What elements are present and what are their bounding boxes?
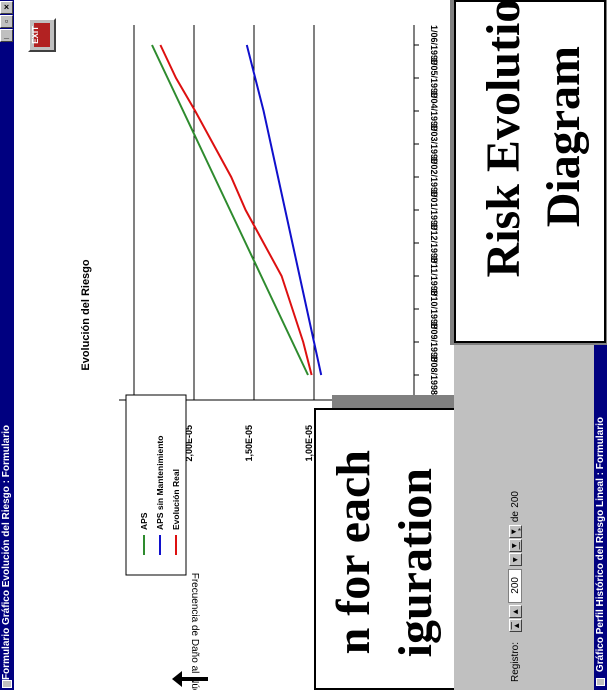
x-tick-label: 1/04/1999 [429,91,439,131]
x-tick-label: 1/10/1998 [429,289,439,329]
callout2-line-2: iguration [389,468,442,658]
record-current: 200 [510,577,521,594]
window-title: Formulario Gráfico Evolución del Riesgo … [1,424,12,680]
exit-button[interactable]: EXIT [28,18,56,52]
x-tick-label: 1/08/1998 [429,355,439,395]
x-tick-label: 1/11/1998 [429,256,439,296]
next-record-button[interactable]: ► [509,553,522,566]
y-axis-label: Frecuencia de Daño al Núcleo [189,573,200,690]
x-tick-label: 1/06/1999 [429,25,439,65]
legend-label: APS [139,512,149,530]
record-total: 200 [510,491,521,508]
second-window-title: Gráfico Perfil Histórico del Riesgo Line… [595,416,606,672]
x-tick-label: 1/02/1999 [429,157,439,197]
exit-label: EXIT [31,26,40,44]
x-tick-label: 1/03/1999 [429,124,439,164]
minimize-button[interactable]: _ [0,29,13,42]
first-record-button[interactable]: |◄ [509,619,522,632]
window-controls: × ▫ _ [0,0,14,44]
callout-configuration: n for each iguration [314,408,466,690]
callout2-line-1: n for each [327,450,380,655]
record-of-label: de [510,510,521,522]
second-system-menu-icon[interactable] [596,678,605,686]
y-tick-label: 1,00E-05 [304,425,314,462]
series-line-2 [159,44,313,376]
legend-label: APS sin Mantenimiento [155,436,165,530]
x-tick-label: 1/12/1998 [429,223,439,263]
close-button[interactable]: × [0,1,13,14]
legend-label: Evolución Real [171,469,181,530]
x-tick-label: 1/09/1998 [429,322,439,362]
callout-line-1: Risk Evolution [477,0,530,278]
record-navigator: Registro: |◄ ◄ 200 ► ►| ►* de 200 [454,345,594,690]
y-tick-label: 1,50E-05 [244,425,254,462]
mouse-pointer-icon [172,671,208,687]
callout-risk-evolution: Risk Evolution Diagram [454,0,606,343]
record-number-field[interactable] [508,569,522,603]
y-tick-label: 2,00E-05 [184,425,194,462]
x-tick-label: 1/05/1999 [429,58,439,98]
previous-record-button[interactable]: ◄ [509,605,522,618]
last-record-button[interactable]: ►| [509,539,522,552]
second-window-title-bar[interactable]: Gráfico Perfil Histórico del Riesgo Line… [594,345,607,690]
window-title-bar[interactable]: Formulario Gráfico Evolución del Riesgo … [0,0,14,690]
callout-line-2: Diagram [537,46,590,228]
exit-door-icon [34,23,50,47]
record-label: Registro: [510,641,521,682]
new-record-button[interactable]: ►* [509,525,522,538]
system-menu-icon[interactable] [2,680,12,688]
x-tick-label: 1/01/1999 [429,190,439,230]
maximize-button[interactable]: ▫ [0,15,13,28]
chart-title: Evolución del Riesgo [80,259,92,371]
